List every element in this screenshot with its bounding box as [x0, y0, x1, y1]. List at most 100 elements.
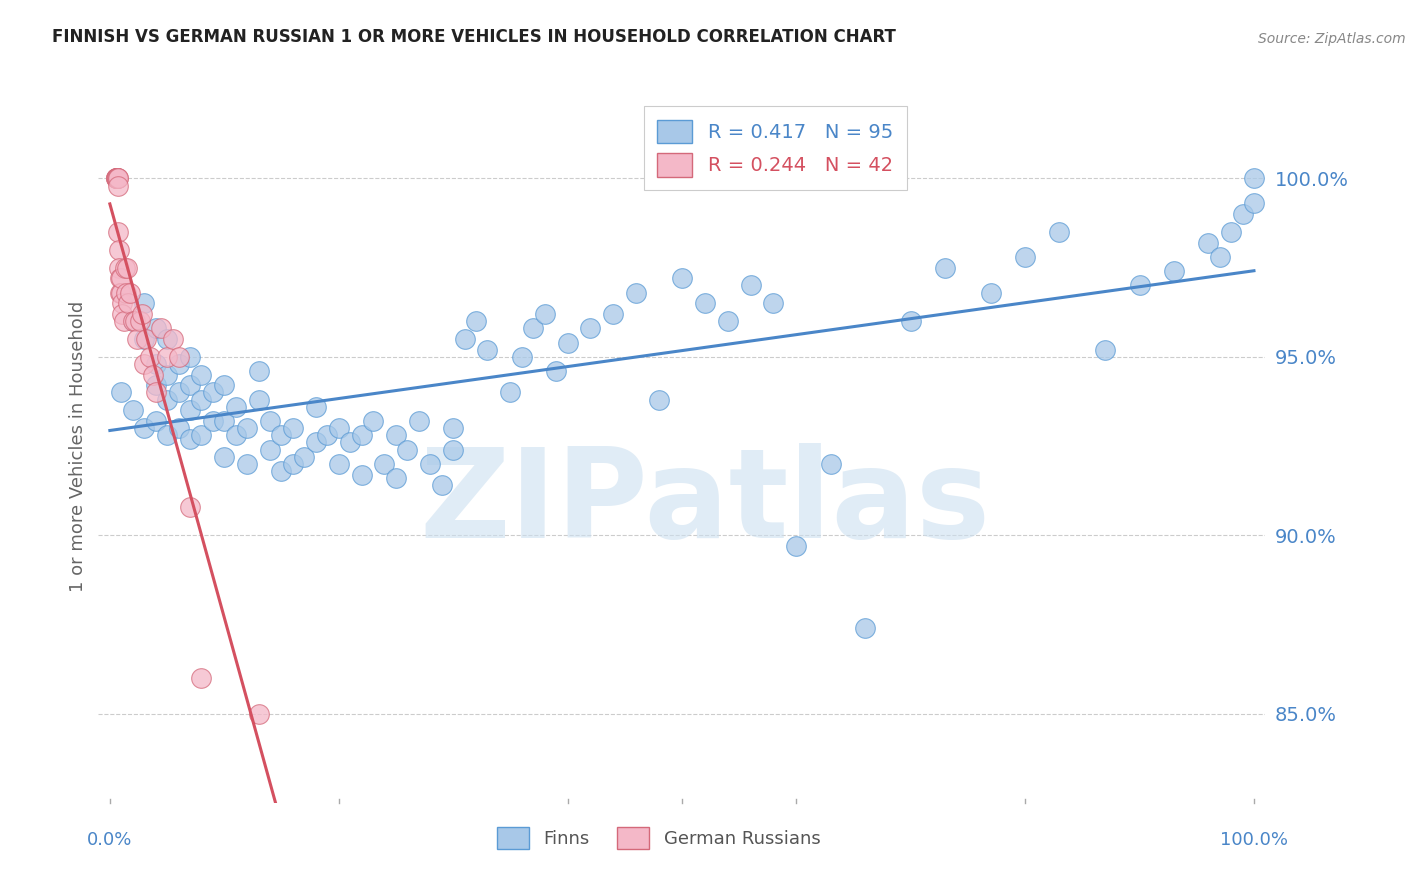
Point [544, 364, 567, 378]
Point [820, 457, 842, 471]
Point [179, 350, 201, 364]
Point [114, 260, 136, 275]
Point [110, 271, 132, 285]
Point [190, 368, 212, 382]
Point [441, 442, 464, 457]
Point [156, 392, 179, 407]
Text: 0.0%: 0.0% [87, 831, 132, 849]
Point [156, 350, 179, 364]
Point [121, 314, 143, 328]
Point [179, 378, 201, 392]
Point [693, 296, 716, 310]
Point [281, 421, 304, 435]
Point [128, 314, 150, 328]
Point [305, 435, 328, 450]
Point [179, 432, 201, 446]
Point [225, 400, 247, 414]
Point [105, 171, 128, 186]
Point [142, 368, 165, 382]
Point [105, 171, 128, 186]
Point [1243, 196, 1265, 211]
Point [408, 414, 430, 428]
Point [316, 428, 339, 442]
Point [236, 421, 259, 435]
Point [579, 321, 602, 335]
Point [1128, 278, 1150, 293]
Point [557, 335, 579, 350]
Point [108, 243, 131, 257]
Point [624, 285, 647, 300]
Point [350, 467, 373, 482]
Point [259, 442, 281, 457]
Point [167, 385, 190, 400]
Point [236, 457, 259, 471]
Point [179, 500, 201, 514]
Point [134, 296, 156, 310]
Point [120, 285, 142, 300]
Point [145, 357, 167, 371]
Point [247, 706, 270, 721]
Point [328, 421, 350, 435]
Point [201, 414, 224, 428]
Point [305, 400, 328, 414]
Point [124, 314, 146, 328]
Point [104, 171, 127, 186]
Point [1243, 171, 1265, 186]
Point [419, 457, 441, 471]
Point [225, 428, 247, 442]
Point [900, 314, 922, 328]
Point [247, 392, 270, 407]
Point [156, 428, 179, 442]
Point [190, 671, 212, 685]
Point [190, 392, 212, 407]
Point [1197, 235, 1219, 250]
Y-axis label: 1 or more Vehicles in Household: 1 or more Vehicles in Household [69, 301, 87, 591]
Text: ZIPatlas: ZIPatlas [419, 442, 991, 564]
Point [1220, 225, 1243, 239]
Point [1094, 343, 1116, 357]
Point [117, 296, 139, 310]
Point [145, 414, 167, 428]
Point [167, 357, 190, 371]
Point [328, 457, 350, 471]
Point [648, 392, 671, 407]
Point [145, 321, 167, 335]
Text: FINNISH VS GERMAN RUSSIAN 1 OR MORE VEHICLES IN HOUSEHOLD CORRELATION CHART: FINNISH VS GERMAN RUSSIAN 1 OR MORE VEHI… [52, 29, 896, 46]
Point [108, 271, 131, 285]
Point [292, 450, 315, 464]
Point [441, 421, 464, 435]
Point [162, 332, 184, 346]
Point [115, 285, 138, 300]
Point [385, 471, 408, 485]
Point [110, 385, 132, 400]
Point [214, 450, 236, 464]
Point [150, 321, 173, 335]
Point [131, 307, 153, 321]
Point [104, 171, 127, 186]
Point [350, 428, 373, 442]
Point [105, 171, 128, 186]
Point [201, 385, 224, 400]
Point [156, 332, 179, 346]
Point [112, 314, 135, 328]
Point [156, 368, 179, 382]
Point [167, 350, 190, 364]
Point [671, 271, 693, 285]
Point [135, 332, 157, 346]
Point [522, 321, 544, 335]
Point [980, 285, 1002, 300]
Point [110, 285, 132, 300]
Point [1014, 250, 1036, 264]
Point [270, 464, 292, 478]
Point [453, 332, 475, 346]
Point [111, 307, 134, 321]
Point [115, 260, 138, 275]
Point [145, 378, 167, 392]
Point [465, 314, 488, 328]
Point [510, 350, 533, 364]
Point [111, 296, 134, 310]
Point [247, 364, 270, 378]
Point [121, 314, 143, 328]
Point [385, 428, 408, 442]
Point [396, 442, 419, 457]
